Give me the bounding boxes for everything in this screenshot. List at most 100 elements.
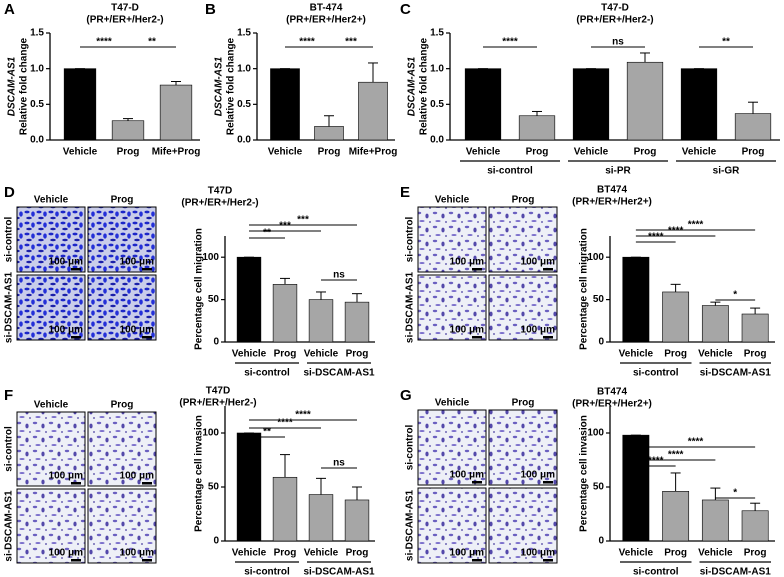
bar [236,432,262,542]
y-tick-label: 0 [598,337,604,348]
y-tick-label: 50 [208,294,220,305]
image-column-label: Prog [111,400,134,411]
bar [270,68,300,141]
panel-letter: B [205,1,216,18]
chart-title: BT474 [597,185,627,196]
x-tick-label: Vehicle [466,147,501,158]
micrograph [16,274,86,341]
significance-label: *** [279,221,291,232]
bar [622,434,650,542]
bar [572,68,610,141]
x-tick-label: Prog [117,147,140,158]
y-tick-label: 100 [587,252,604,263]
y-axis-label: DSCAM-AS1 [214,56,225,116]
scale-label: 100 μm [521,257,556,268]
group-label: si-control [244,368,290,379]
scale-bar [71,482,81,485]
significance-label: **** [295,410,311,421]
group-label: si-control [633,567,679,577]
bar [159,84,193,141]
micrograph [87,274,157,341]
chart-subtitle: (PR+/ER+/Her2-) [181,198,258,209]
micrograph [16,206,86,273]
scale-bar [71,336,81,339]
panel-letter: C [400,1,411,18]
chart-title: BT474 [597,387,627,398]
y-tick-label: 0.0 [30,135,44,146]
chart-subtitle: (PR+/ER+/Her2-) [576,15,653,26]
bar [358,81,388,141]
significance-label: * [733,290,737,301]
scale-label: 100 μm [450,325,485,336]
x-tick-label: Vehicle [63,147,98,158]
group-label: si-GR [713,166,740,177]
scale-label: 100 μm [521,470,556,481]
micrograph [488,409,558,486]
bar [734,113,772,141]
y-tick-label: 0 [213,337,219,348]
significance-label: ns [333,270,345,281]
bar [701,305,729,343]
image-row-label: si-DSCAM-AS1 [405,490,416,562]
bar [741,510,769,542]
panel-letter: A [4,1,15,18]
x-tick-label: Prog [346,548,369,559]
group-label: si-DSCAM-AS1 [700,368,772,379]
scale-bar [142,336,152,339]
x-tick-label: Prog [744,349,767,360]
x-tick-label: Prog [274,548,297,559]
y-tick-label: 0.5 [430,99,444,110]
significance-label: **** [648,456,664,467]
image-row-label: si-control [405,425,416,471]
x-tick-label: Prog [664,349,687,360]
bar [308,494,334,542]
x-tick-label: Vehicle [682,147,717,158]
y-tick-label: 0 [598,536,604,547]
scale-bar [472,336,482,339]
scale-bar [543,559,553,562]
scale-bar [71,268,81,271]
x-tick-label: Vehicle [268,147,303,158]
significance-label: **** [299,37,315,48]
scale-bar [142,482,152,485]
bar [518,115,556,141]
micrograph [87,488,157,564]
scale-bar [71,559,81,562]
significance-label: **** [668,226,684,237]
bar [622,256,650,343]
panel-letter: F [4,387,13,404]
x-tick-label: Vehicle [574,147,609,158]
y-tick-label: 0.0 [430,135,444,146]
bar [741,313,769,343]
micrograph [417,409,487,486]
scale-bar [142,268,152,271]
x-tick-label: Vehicle [232,548,267,559]
y-tick-label: 100 [587,428,604,439]
x-tick-label: Vehicle [698,349,733,360]
chart-subtitle: (PR+/ER+/Her2+) [572,399,652,410]
y-tick-label: 0.5 [30,99,44,110]
y-axis-label: Relative fold change [419,37,430,135]
scale-bar [543,336,553,339]
bar [680,68,718,141]
image-column-label: Prog [111,195,134,206]
x-tick-label: Prog [744,548,767,559]
group-label: si-control [487,166,533,177]
image-column-label: Vehicle [34,400,69,411]
bar [272,284,298,343]
x-tick-label: Prog [742,147,765,158]
scale-label: 100 μm [49,257,84,268]
y-tick-label: 1.5 [430,28,444,39]
image-row-label: si-control [405,217,416,263]
micrograph [488,487,558,564]
y-axis-label: Percentage cell invasion [579,415,590,532]
micrograph [488,274,558,341]
image-row-label: si-control [4,217,15,263]
y-tick-label: 50 [208,482,220,493]
chart-title: T47D [208,186,232,197]
scale-bar [472,268,482,271]
scale-bar [543,268,553,271]
scale-bar [142,559,152,562]
y-axis-label: Percentage cell migration [579,228,590,350]
y-tick-label: 100 [202,428,219,439]
